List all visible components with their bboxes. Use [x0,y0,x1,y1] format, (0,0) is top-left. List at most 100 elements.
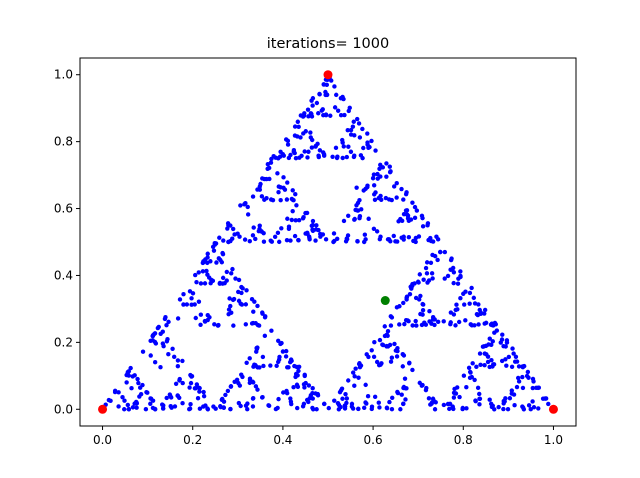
chaos-point [478,311,483,317]
chaos-point [230,226,236,232]
chaos-point [342,406,348,411]
chaos-point [397,304,402,309]
chaos-point [221,238,226,243]
chaos-point [201,393,207,399]
chaos-point [310,218,316,224]
chaos-point [313,227,319,232]
chaos-point [243,302,249,307]
chaos-point [384,344,389,349]
chaos-point [238,203,243,208]
chaos-point [170,346,175,351]
chaos-point [302,149,307,154]
chaos-point [353,366,358,371]
chaos-point [334,92,339,98]
chaos-point [229,310,234,315]
chaos-point [344,396,350,401]
chaos-point [220,250,225,256]
chaos-point [250,233,256,238]
chaos-point [250,194,256,199]
chaos-point [455,385,460,390]
chaos-point [236,277,242,283]
chaos-point [406,319,411,324]
chaos-point [290,208,295,214]
chaos-point [401,300,406,306]
chaos-point [285,138,291,144]
chaos-point [296,237,301,243]
chaos-point [245,401,250,406]
chaos-point [168,403,173,409]
chaos-point [441,319,446,324]
vertex-point [548,404,558,414]
chaos-point [288,238,293,243]
chaos-point [455,281,461,286]
chaos-point [404,295,409,301]
chaos-point [514,384,520,390]
chaos-point [148,338,153,344]
chaos-point [129,386,134,391]
chaos-point [346,144,351,149]
chaos-point [238,301,243,306]
chaos-point [388,314,393,319]
chaos-point [251,395,256,401]
chaos-point [138,391,144,397]
chaos-point [432,399,437,404]
chaos-point [289,217,294,223]
chaos-point [451,280,456,286]
chaos-point [507,396,513,401]
chaos-point [503,396,508,401]
chaos-point [376,400,381,405]
chaos-point [304,210,310,216]
chaos-point [301,214,306,220]
chaos-point [401,353,407,358]
chaos-point [376,362,382,368]
chaos-point [351,154,357,160]
chaos-point [223,392,228,398]
chaos-point [336,402,342,408]
chaos-point [180,380,185,386]
chaos-point [291,385,296,390]
chaos-point [247,356,252,361]
chaos-point [296,124,301,130]
chaos-point [290,188,295,193]
chaos-point [425,221,431,226]
chaos-point [245,212,251,217]
chaos-point [267,176,272,182]
chaos-point [239,372,244,377]
chaos-point [160,406,166,411]
chaos-point [245,204,250,210]
chaos-point [293,192,298,197]
chaos-point [377,337,383,343]
chaos-point [451,390,457,396]
chaos-point [413,235,419,241]
chaos-point [279,226,284,231]
chaos-point [361,145,366,151]
chaos-point [230,236,235,241]
chaos-point [194,382,200,387]
chaos-point [200,269,206,274]
start-point [380,296,390,306]
chaos-point [130,405,136,410]
chaos-point [482,362,487,368]
chaos-point [423,322,429,327]
chaos-point [355,208,361,213]
chaos-point [301,131,306,136]
chaos-point [188,402,193,407]
chaos-point [499,337,505,342]
chaos-point [391,184,397,189]
chaos-point [396,219,401,224]
chaos-point [275,230,281,236]
chaos-point [306,114,311,119]
chaos-point [378,193,383,199]
chaos-point [478,362,483,368]
chaos-point [364,401,369,406]
chaos-point [314,223,319,228]
chaos-point [231,323,236,328]
chaos-point [278,149,283,155]
chaos-point [224,269,230,275]
chaos-point [268,197,274,202]
chaos-point [195,396,201,401]
chaos-point [457,394,462,400]
chaos-point [326,405,331,411]
chaos-point [395,389,400,395]
chaos-point [419,383,425,388]
